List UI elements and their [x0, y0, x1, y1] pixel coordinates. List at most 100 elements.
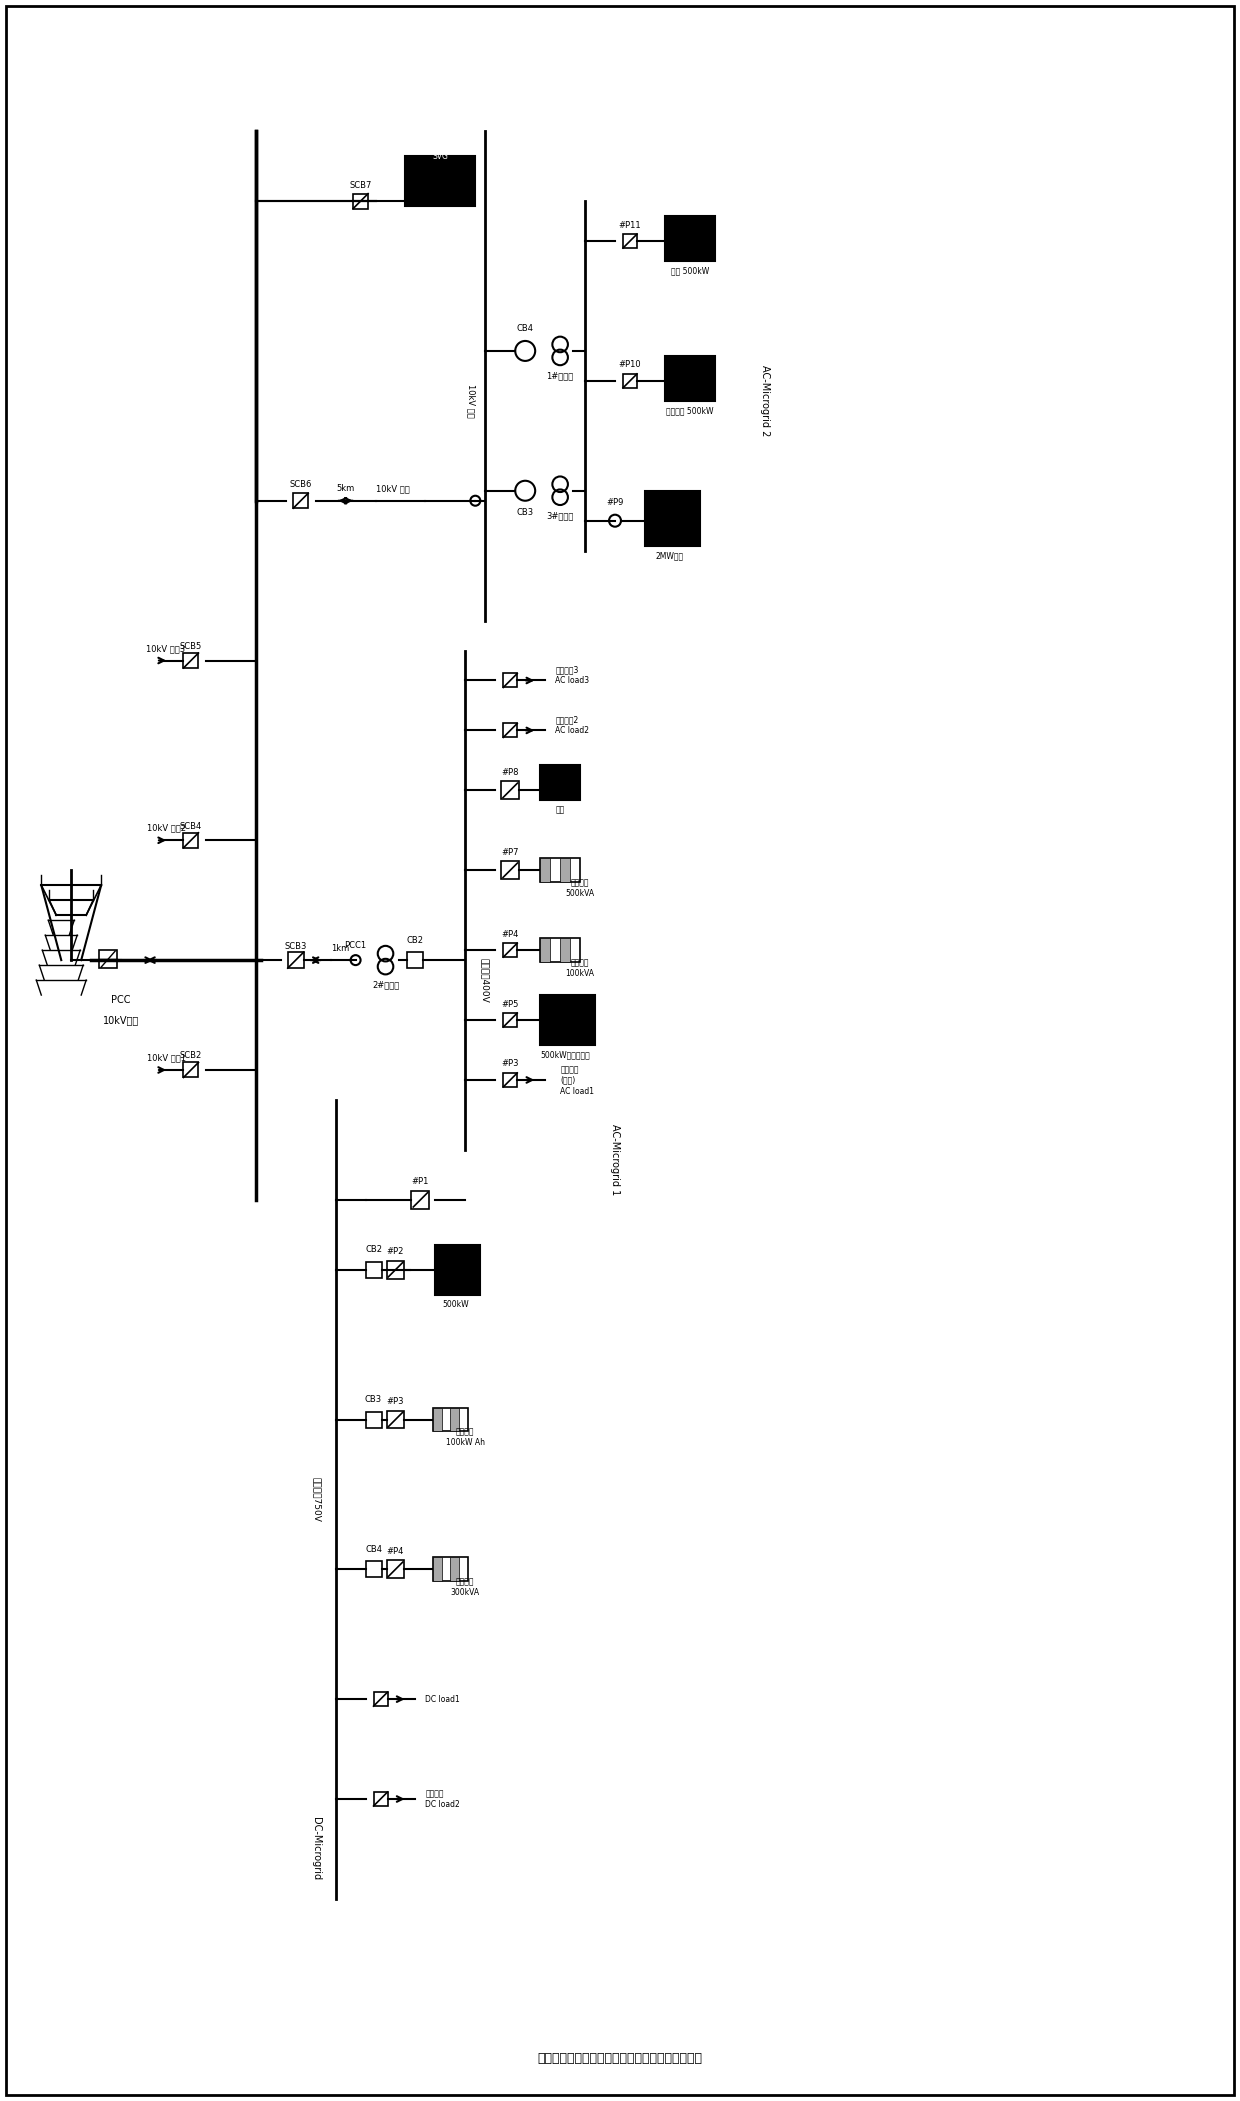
Bar	[645, 492, 699, 546]
Text: 10kV 负荷1: 10kV 负荷1	[146, 1053, 186, 1063]
Bar	[503, 1074, 517, 1086]
Bar	[433, 1408, 441, 1431]
Text: 10kV 母线: 10kV 母线	[466, 384, 475, 418]
Text: #P1: #P1	[412, 1177, 429, 1187]
Text: 3#变压器: 3#变压器	[547, 511, 574, 521]
Text: AC-Microgrid 1: AC-Microgrid 1	[610, 1124, 620, 1195]
Text: 2#变压器: 2#变压器	[372, 981, 399, 990]
Bar	[541, 857, 551, 882]
Text: AC-Microgrid 2: AC-Microgrid 2	[760, 366, 770, 437]
Bar	[366, 1561, 382, 1578]
Text: #P9: #P9	[606, 498, 624, 506]
Text: 10kV 负荷2: 10kV 负荷2	[146, 824, 186, 832]
Bar	[541, 939, 551, 962]
Text: #P11: #P11	[619, 221, 641, 229]
Bar	[184, 1063, 198, 1078]
Text: #P5: #P5	[501, 1000, 518, 1008]
Bar	[501, 782, 520, 798]
Text: CB4: CB4	[365, 1544, 382, 1555]
Text: AC load1: AC load1	[560, 1088, 594, 1097]
Text: #P7: #P7	[501, 849, 520, 857]
Text: 1#变压器: 1#变压器	[547, 372, 574, 380]
Text: 超级电容
100kW Ah: 超级电容 100kW Ah	[446, 1429, 485, 1448]
Text: DC load1: DC load1	[425, 1696, 460, 1704]
Bar	[433, 1557, 441, 1582]
Text: 静止无功补偿
SVG: 静止无功补偿 SVG	[427, 141, 454, 162]
Bar	[503, 1013, 517, 1027]
Bar	[288, 952, 304, 969]
Text: 一般负荷2
AC load2: 一般负荷2 AC load2	[556, 716, 589, 735]
Bar	[184, 832, 198, 849]
Text: SCB7: SCB7	[350, 181, 372, 189]
Text: SCB6: SCB6	[289, 481, 312, 490]
Bar	[433, 1557, 467, 1582]
Bar	[387, 1561, 404, 1578]
Text: 蓄能元件
(备用): 蓄能元件 (备用)	[560, 1065, 579, 1084]
Bar	[184, 653, 198, 668]
Text: 直流负荷
DC load2: 直流负荷 DC load2	[425, 1790, 460, 1809]
Bar	[622, 374, 637, 389]
Bar	[541, 765, 580, 800]
Bar	[373, 1691, 388, 1706]
Bar	[541, 939, 580, 962]
Bar	[622, 233, 637, 248]
Text: PCC: PCC	[112, 996, 131, 1004]
Text: #P3: #P3	[387, 1397, 404, 1406]
Bar	[412, 1191, 429, 1208]
Text: 10kV 母线: 10kV 母线	[376, 483, 409, 494]
Text: #P8: #P8	[501, 767, 520, 777]
Bar	[387, 1261, 404, 1280]
Text: 10kV母线: 10kV母线	[103, 1015, 139, 1025]
Bar	[450, 1408, 459, 1431]
Text: #P10: #P10	[619, 361, 641, 370]
Bar	[366, 1412, 382, 1427]
Text: 光伏: 光伏	[556, 807, 564, 815]
Text: 5km: 5km	[336, 483, 355, 494]
Text: 500kW: 500kW	[441, 1301, 469, 1309]
Bar	[99, 950, 117, 969]
Text: 交流母线400V: 交流母线400V	[480, 958, 490, 1002]
Bar	[560, 939, 570, 962]
Text: #P2: #P2	[387, 1248, 404, 1256]
Text: 集中光伏 500kW: 集中光伏 500kW	[666, 405, 713, 416]
Bar	[501, 861, 520, 878]
Text: CB4: CB4	[517, 324, 533, 334]
Bar	[387, 1410, 404, 1429]
Bar	[373, 1792, 388, 1807]
Text: 超级电容
100kVA: 超级电容 100kVA	[565, 958, 595, 977]
Bar	[503, 723, 517, 737]
Bar	[665, 216, 714, 261]
Text: SCB5: SCB5	[180, 643, 202, 651]
Text: 储能电池
500kVA: 储能电池 500kVA	[565, 878, 595, 897]
Text: DC-Microgrid: DC-Microgrid	[311, 1817, 321, 1880]
Bar	[366, 1263, 382, 1277]
Text: 储能电池
300kVA: 储能电池 300kVA	[451, 1578, 480, 1597]
Text: CB2: CB2	[407, 935, 424, 945]
Text: 2MW风机: 2MW风机	[656, 550, 684, 561]
Text: #P4: #P4	[501, 929, 518, 939]
Bar	[560, 857, 570, 882]
Bar	[408, 952, 423, 969]
Bar	[665, 355, 714, 401]
Text: 综合能源微电网控制实验系统（基于半实物仿真）: 综合能源微电网控制实验系统（基于半实物仿真）	[537, 2053, 703, 2065]
Text: SCB4: SCB4	[180, 821, 202, 830]
Bar	[503, 674, 517, 687]
Text: #P3: #P3	[501, 1059, 520, 1069]
Bar	[541, 857, 580, 882]
Text: SCB2: SCB2	[180, 1050, 202, 1061]
Text: CB2: CB2	[365, 1246, 382, 1254]
Bar	[433, 1408, 467, 1431]
Text: PCC1: PCC1	[345, 941, 367, 950]
Text: #P4: #P4	[387, 1546, 404, 1557]
Bar	[541, 996, 595, 1044]
Text: 10kV 负荷3: 10kV 负荷3	[146, 645, 186, 653]
Bar	[405, 155, 475, 206]
Bar	[353, 193, 368, 208]
Text: CB3: CB3	[365, 1395, 382, 1403]
Text: 直流母线750V: 直流母线750V	[311, 1477, 321, 1521]
Bar	[435, 1244, 480, 1294]
Bar	[293, 494, 309, 508]
Bar	[503, 943, 517, 958]
Text: 一般负荷3
AC load3: 一般负荷3 AC load3	[556, 666, 589, 685]
Text: SCB3: SCB3	[284, 941, 308, 950]
